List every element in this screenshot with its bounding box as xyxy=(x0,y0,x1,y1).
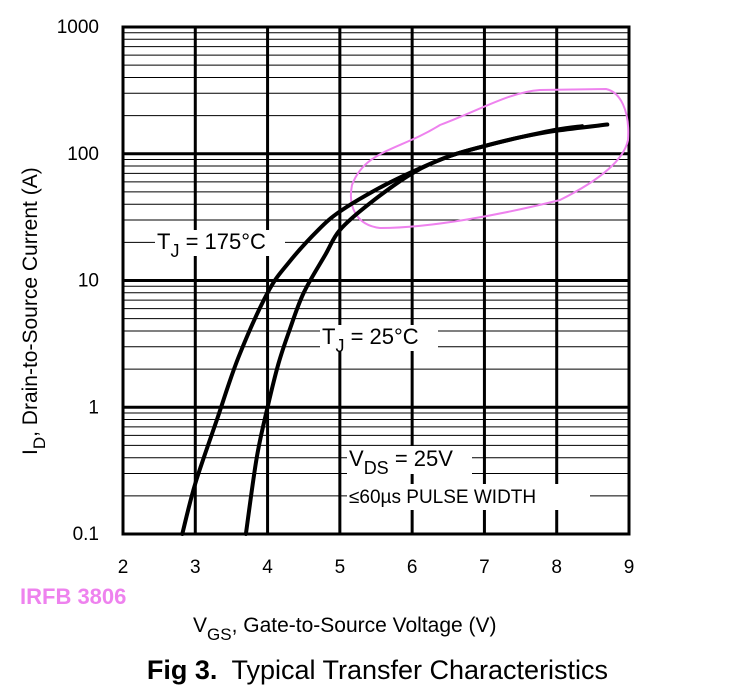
label-knockout xyxy=(320,325,438,351)
curves xyxy=(180,122,610,536)
y-tick-label: 0.1 xyxy=(73,524,99,545)
highlight-ellipse xyxy=(350,87,630,230)
series-label-25c: TJ = 25°C xyxy=(322,324,419,356)
x-tick-label: 2 xyxy=(118,557,129,578)
y-tick-label: 100 xyxy=(67,144,99,165)
curve-tj-25c xyxy=(243,122,610,536)
x-axis-label: VGS, Gate-to-Source Voltage (V) xyxy=(193,614,497,644)
x-tick-label: 5 xyxy=(335,557,346,578)
y-axis-label: ID, Drain-to-Source Current (A) xyxy=(19,167,49,455)
pulse-width-annotation: ≤60µs PULSE WIDTH xyxy=(349,487,536,508)
x-tick-label: 3 xyxy=(190,557,201,578)
part-number-stamp: IRFB 3806 xyxy=(20,584,127,609)
y-tick-label: 1000 xyxy=(57,17,99,38)
label-knockout xyxy=(347,446,472,474)
x-axis-ticks: 2 3 4 5 6 7 8 9 xyxy=(118,557,635,578)
figure-number: Fig 3. xyxy=(146,655,218,685)
label-knockout xyxy=(155,230,285,256)
series-label-175c: TJ = 175°C xyxy=(157,229,266,261)
x-tick-label: 8 xyxy=(551,557,562,578)
y-axis-ticks: 0.1 1 10 100 1000 xyxy=(57,17,99,545)
label-knockout xyxy=(347,484,590,510)
vds-annotation: VDS = 25V xyxy=(349,446,453,478)
x-tick-label: 7 xyxy=(479,557,490,578)
figure-caption: Fig 3. Typical Transfer Characteristics xyxy=(0,655,755,686)
x-tick-label: 4 xyxy=(262,557,273,578)
x-tick-label: 6 xyxy=(407,557,418,578)
highlight-loop xyxy=(350,87,630,230)
figure-title: Typical Transfer Characteristics xyxy=(231,655,609,685)
y-tick-label: 1 xyxy=(88,397,99,418)
y-tick-label: 10 xyxy=(78,271,99,292)
x-tick-label: 9 xyxy=(624,557,635,578)
